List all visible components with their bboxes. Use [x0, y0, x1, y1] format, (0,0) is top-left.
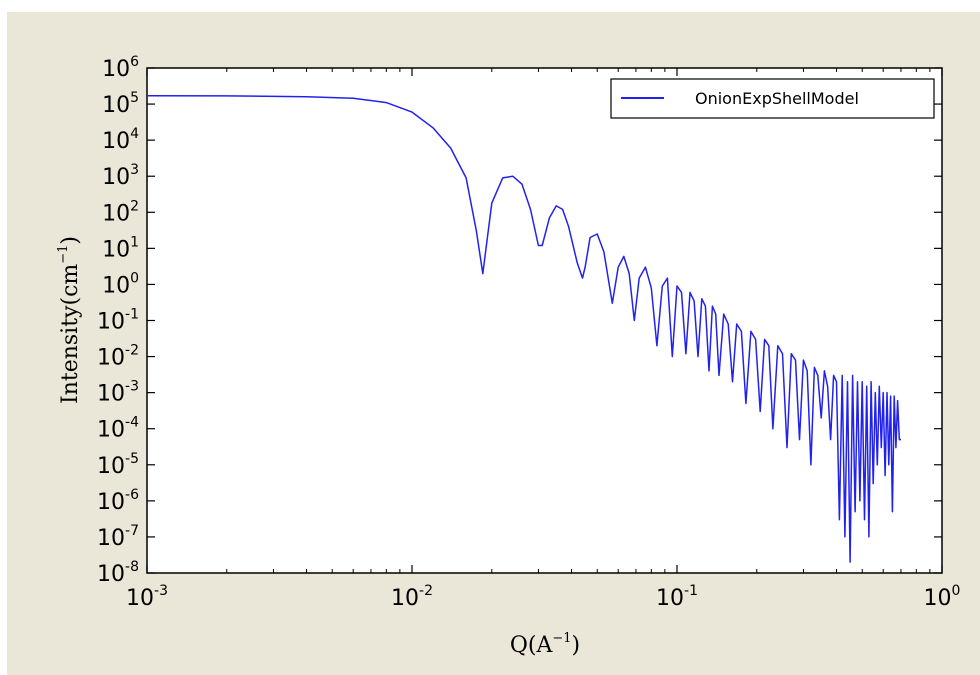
x-tick-label: 10-2: [391, 583, 433, 611]
legend-label: OnionExpShellModel: [695, 89, 859, 108]
legend: OnionExpShellModel: [610, 78, 935, 119]
y-axis-ticks: 10-8 10-7 10-6 10-5 10-4 10-3 10-2 10-1 100 101 10…: [97, 54, 942, 587]
x-tick-label: 10-3: [126, 583, 168, 611]
y-tick-label: 10-7: [97, 523, 139, 551]
y-tick-label: 10-8: [97, 559, 139, 587]
chart-frame: 10-3 10-2 10-1 100 10-8 10-7 10-6 10-5 10-4 10-3…: [7, 12, 980, 675]
minor-ticks: [226, 68, 931, 573]
y-tick-label: 10-6: [97, 487, 139, 515]
y-axis-title: Intensity(cm−1): [56, 236, 83, 404]
x-axis-ticks: 10-3 10-2 10-1 100: [126, 68, 960, 611]
y-tick-label: 10-3: [97, 379, 139, 407]
y-tick-label: 10-2: [97, 343, 139, 371]
y-tick-label: 102: [102, 198, 139, 226]
series-layer: [147, 95, 901, 563]
y-tick-label: 10-5: [97, 451, 139, 479]
y-tick-label: 105: [102, 90, 139, 118]
legend-box: [610, 78, 935, 119]
y-tick-label: 104: [102, 126, 139, 154]
y-tick-label: 10-4: [97, 415, 139, 443]
chart-svg: 10-3 10-2 10-1 100 10-810-710-610-510-410-3…: [56, 54, 960, 658]
x-axis-title: Q(A−1): [510, 631, 580, 658]
x-tick-label: 10-1: [656, 583, 698, 611]
y-tick-label: 101: [102, 234, 139, 262]
y-tick-label: 10-1: [97, 307, 139, 335]
y-tick-label: 106: [102, 54, 139, 82]
series-line: [147, 95, 901, 563]
y-tick-label: 103: [102, 162, 139, 190]
x-tick-label: 100: [924, 583, 961, 611]
y-tick-label: 100: [102, 270, 139, 298]
plot-area: [146, 67, 943, 574]
